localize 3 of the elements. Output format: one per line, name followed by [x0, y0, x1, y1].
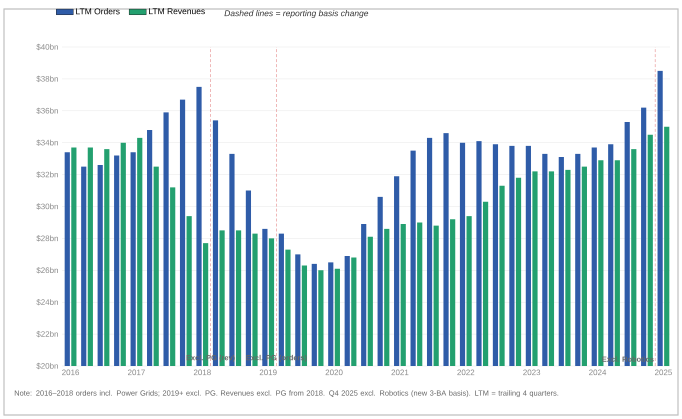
legend-label: LTM Revenues [149, 8, 205, 14]
text: Dashed lines = reporting basis change [224, 10, 368, 18]
legend-label: LTM Orders [76, 8, 120, 14]
